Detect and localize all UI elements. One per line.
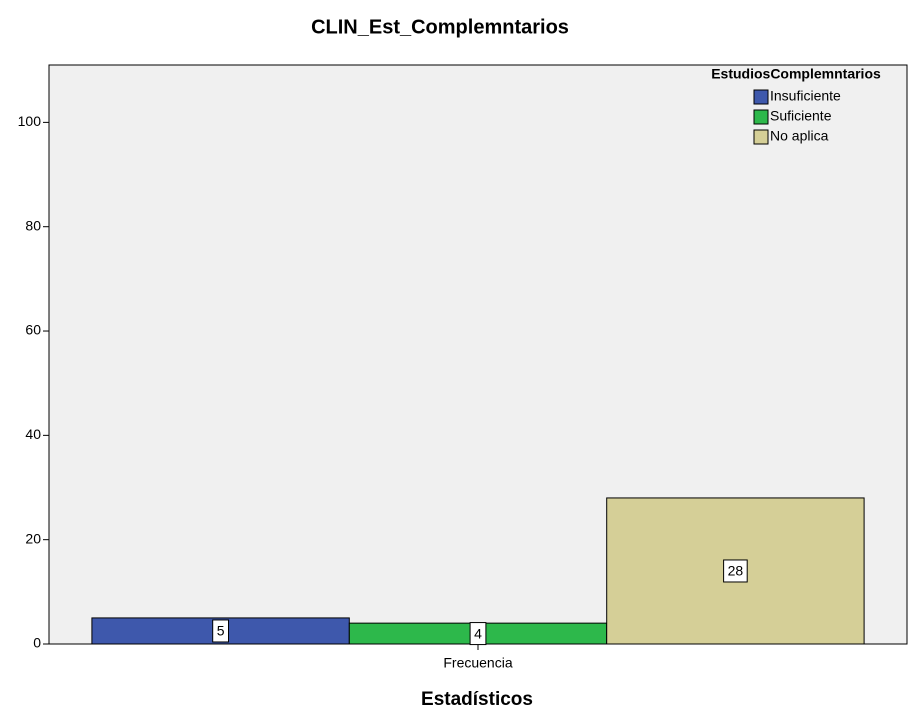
legend-label: Suficiente <box>770 108 832 124</box>
data-label-box <box>469 622 487 646</box>
legend-swatch <box>753 129 769 145</box>
y-tick-label: 60 <box>25 322 41 338</box>
y-tick-label: 100 <box>18 113 42 129</box>
legend-label: Insuficiente <box>770 88 841 104</box>
legend-title: EstudiosComplemntarios <box>711 66 881 82</box>
data-label: 28 <box>728 563 744 579</box>
data-label-box <box>723 559 748 583</box>
y-tick-label: 80 <box>25 217 41 233</box>
y-tick-label: 40 <box>25 426 41 442</box>
y-tick-label: 0 <box>33 635 41 651</box>
data-label: 4 <box>474 625 482 641</box>
x-tick-label: Frecuencia <box>443 655 512 671</box>
legend-swatch <box>753 109 769 125</box>
legend-label: No aplica <box>770 128 829 144</box>
data-label: 5 <box>217 623 225 639</box>
legend-swatch <box>753 89 769 105</box>
x-axis-label: Estadísticos <box>421 689 533 709</box>
data-label-box <box>212 619 229 643</box>
y-tick-label: 20 <box>25 530 41 546</box>
chart-title: CLIN_Est_Complemntarios <box>311 16 569 38</box>
